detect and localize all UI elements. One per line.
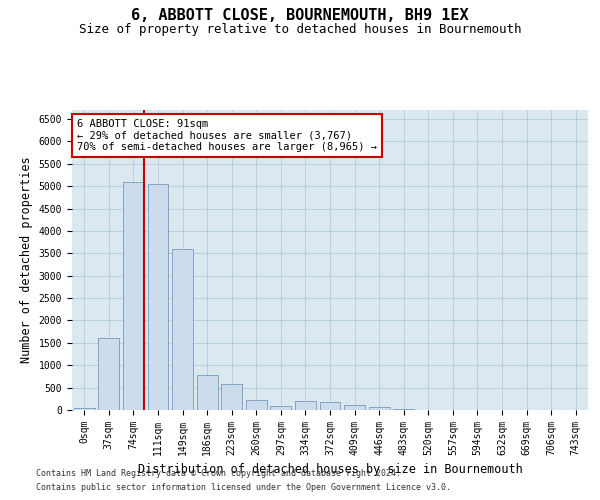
Bar [344,405,365,410]
Bar [148,184,169,410]
Bar [271,406,292,410]
Bar [221,384,242,410]
Text: 6 ABBOTT CLOSE: 91sqm
← 29% of detached houses are smaller (3,767)
70% of semi-d: 6 ABBOTT CLOSE: 91sqm ← 29% of detached … [77,119,377,152]
Text: Contains public sector information licensed under the Open Government Licence v3: Contains public sector information licen… [36,484,451,492]
Bar [320,402,340,410]
Bar [197,375,218,410]
Text: 6, ABBOTT CLOSE, BOURNEMOUTH, BH9 1EX: 6, ABBOTT CLOSE, BOURNEMOUTH, BH9 1EX [131,8,469,22]
Text: Contains HM Land Registry data © Crown copyright and database right 2024.: Contains HM Land Registry data © Crown c… [36,468,401,477]
Bar [74,408,95,410]
Bar [246,400,267,410]
Bar [295,402,316,410]
Bar [393,409,414,410]
Text: Size of property relative to detached houses in Bournemouth: Size of property relative to detached ho… [79,22,521,36]
X-axis label: Distribution of detached houses by size in Bournemouth: Distribution of detached houses by size … [137,464,523,476]
Bar [368,406,389,410]
Bar [172,249,193,410]
Bar [98,338,119,410]
Y-axis label: Number of detached properties: Number of detached properties [20,156,33,364]
Bar [123,182,144,410]
